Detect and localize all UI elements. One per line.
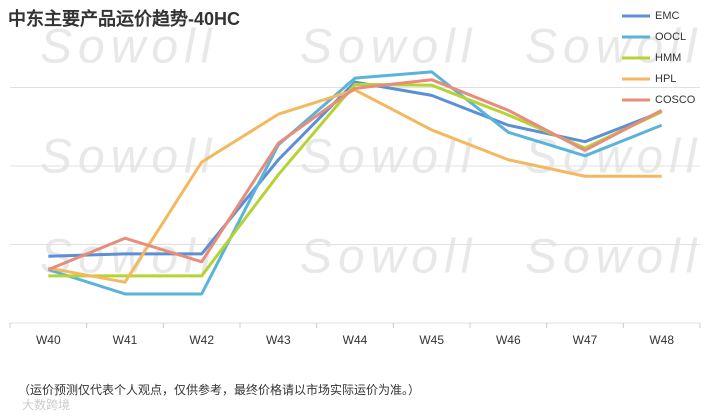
watermark: Sowoll [525,21,702,74]
watermark: Sowoll [40,131,217,184]
legend-label: HMM [655,52,681,64]
x-tick-label: W43 [266,333,291,347]
line-series [47,70,663,296]
x-tick-label: W45 [419,333,444,347]
watermark: Sowoll [300,231,477,284]
logo: 大数跨境 [22,397,70,412]
x-tick-label: W47 [573,333,598,347]
x-tick-label: W48 [649,333,674,347]
legend-label: EMC [655,10,680,22]
x-tick-label: W41 [113,333,138,347]
watermark: Sowoll [300,21,477,74]
chart-title: 中东主要产品运价趋势-40HC [8,8,240,29]
x-tick-label: W40 [36,333,61,347]
watermark: Sowoll [300,131,477,184]
legend-label: OOCL [655,31,686,43]
note: （运价预测仅代表个人观点，仅供参考，最终价格请以市场实际运价为准。） [18,382,420,397]
line-series [47,78,663,272]
x-tick-label: W42 [189,333,214,347]
legend-label: COSCO [655,94,696,106]
x-tick-label: W44 [343,333,368,347]
legend-label: HPL [655,73,676,85]
watermark: Sowoll [40,21,217,74]
x-tick-label: W46 [496,333,521,347]
watermark: Sowoll [525,231,702,284]
